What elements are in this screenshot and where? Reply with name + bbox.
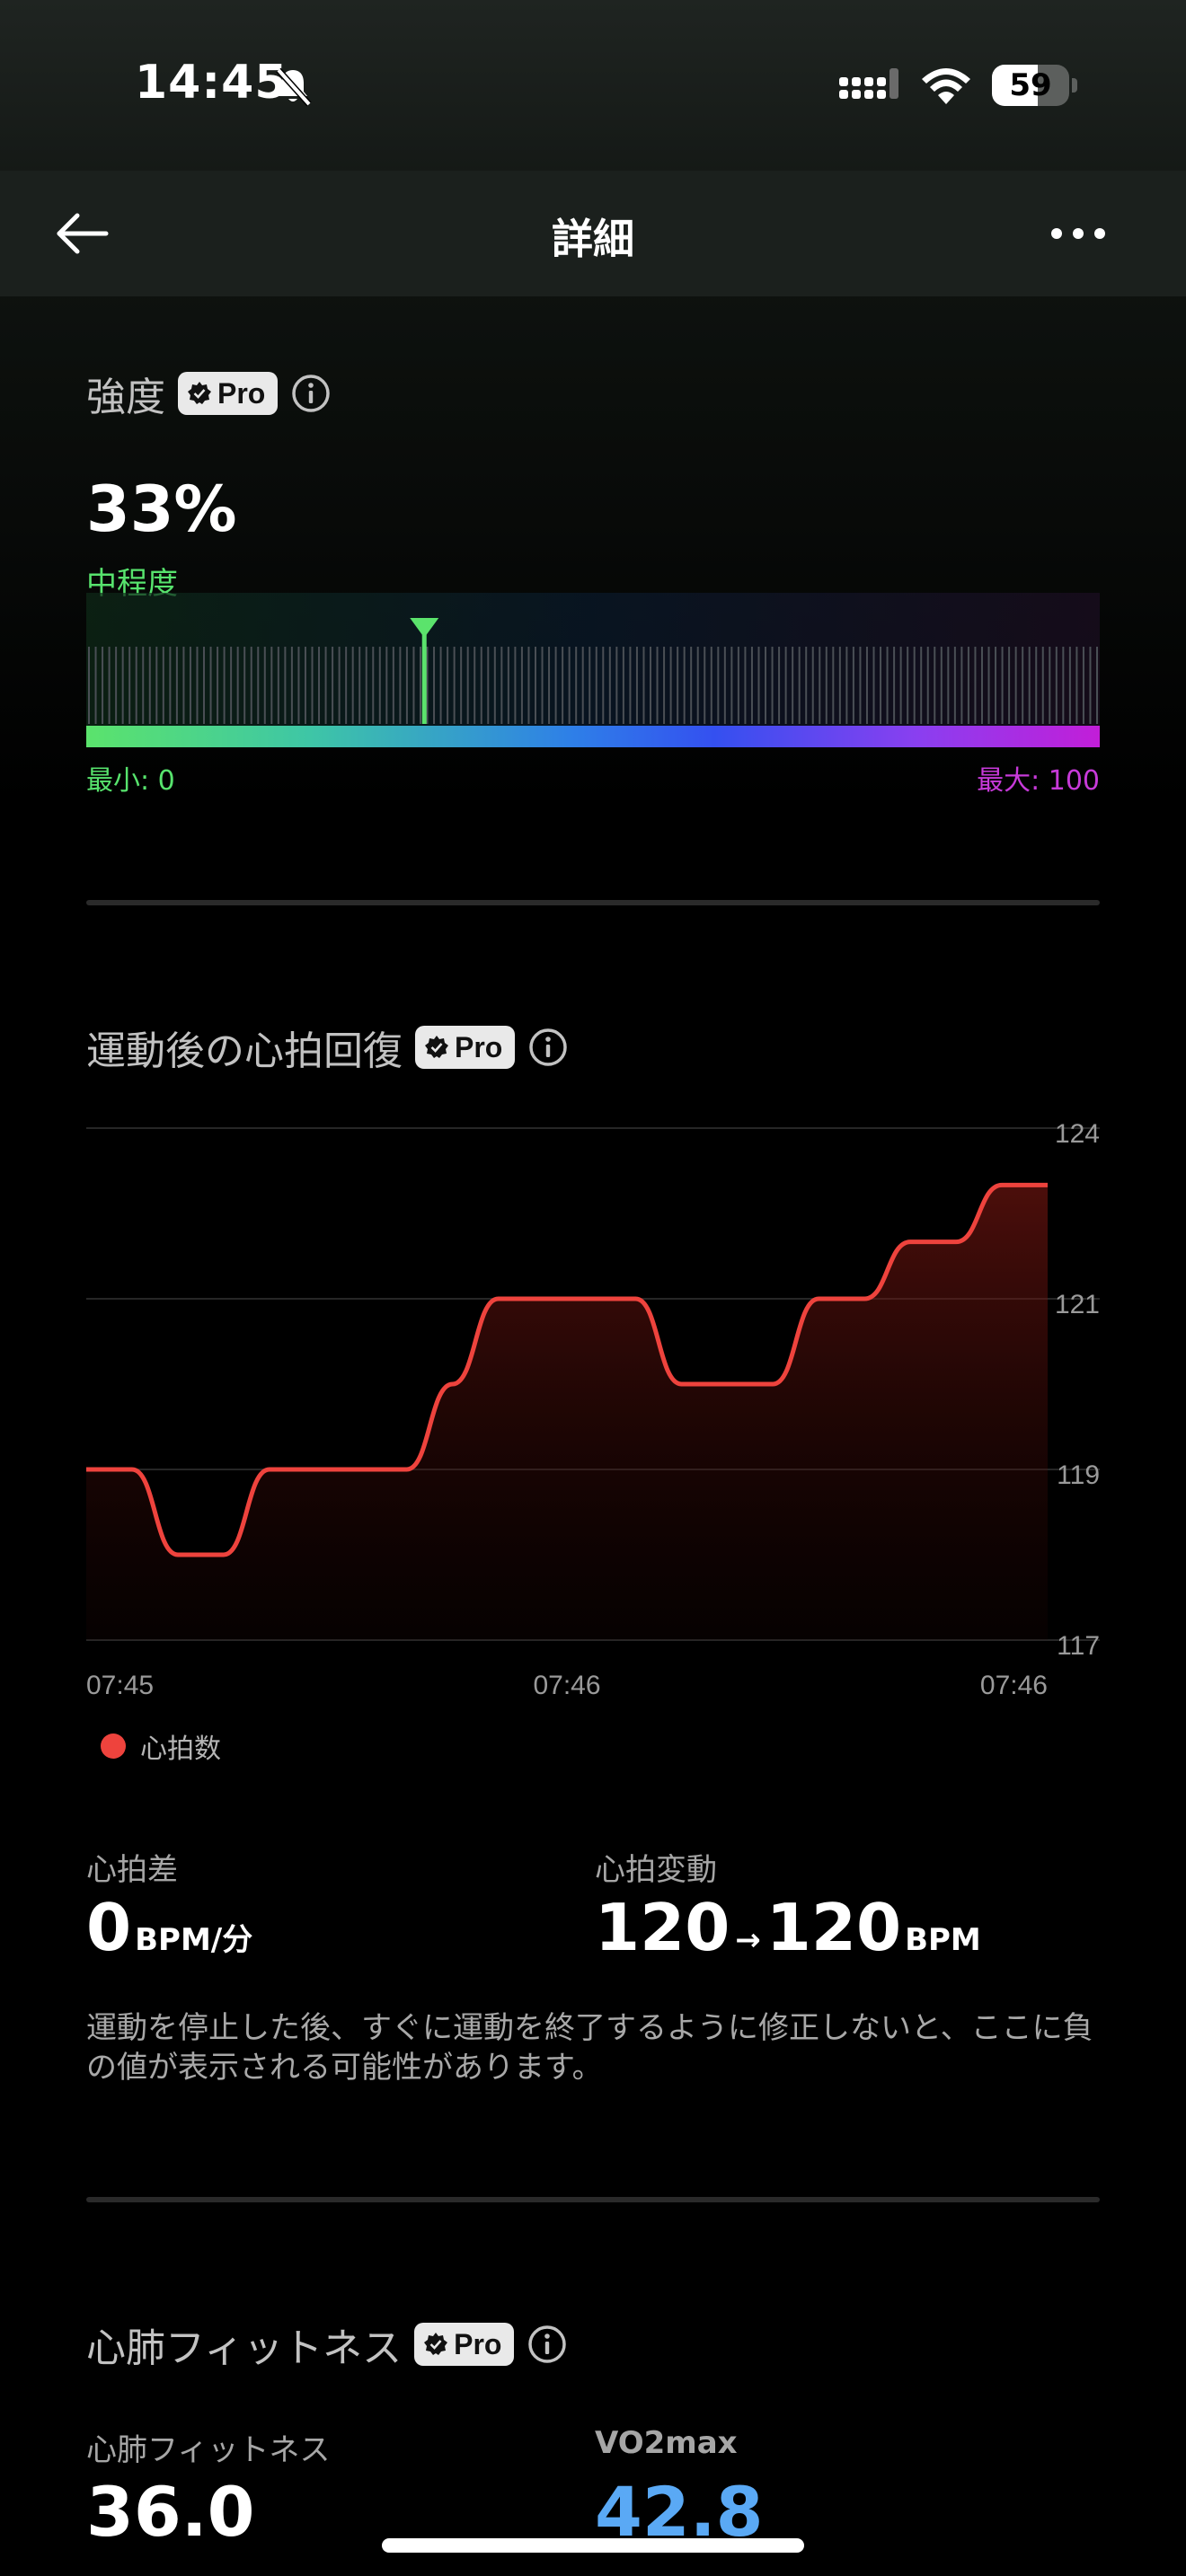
y-tick-label: 124 xyxy=(1055,1119,1100,1149)
section-divider xyxy=(86,900,1100,905)
battery-percentage: 59 xyxy=(1009,67,1052,103)
status-bar: 14:45 59 xyxy=(0,0,1186,171)
intensity-value: 33% xyxy=(86,472,237,546)
intensity-marker-triangle xyxy=(410,618,439,638)
cardio-fitness-value: 36.0 xyxy=(86,2472,255,2552)
verified-badge-icon xyxy=(188,382,211,404)
bell-muted-icon xyxy=(276,67,312,107)
cardio-fitness-label: 心肺フィットネス xyxy=(86,2432,331,2468)
chart-legend: 心拍数 xyxy=(101,1726,221,1766)
pro-badge-label: Pro xyxy=(455,1030,503,1063)
heart-rate-chart: 124 121 119 117 07:45 07:46 07:46 xyxy=(86,1119,1100,1700)
verified-badge-icon xyxy=(425,1036,448,1058)
intensity-title: 強度 xyxy=(86,375,165,420)
intensity-max-label: 最大: 100 xyxy=(977,765,1100,797)
recovery-note: 運動を停止した後、すぐに運動を終了するように修正しないと、ここに負の値が表示され… xyxy=(86,2010,1093,2086)
page-title: 詳細 xyxy=(552,215,634,263)
legend-label: 心拍数 xyxy=(140,1734,221,1765)
hr-change-to: 120 xyxy=(766,1890,902,1965)
intensity-marker xyxy=(410,618,439,724)
recovery-title: 運動後の心拍回復 xyxy=(86,1028,403,1074)
x-tick-label: 07:46 xyxy=(980,1671,1048,1700)
hr-diff-value: 0 BPM/分 xyxy=(86,1890,252,1965)
vo2max-label: VO2max xyxy=(595,2425,738,2461)
y-tick-label: 119 xyxy=(1057,1460,1100,1490)
home-indicator[interactable] xyxy=(382,2538,804,2553)
intensity-scale xyxy=(86,593,1100,728)
back-arrow-icon[interactable] xyxy=(50,205,113,262)
intensity-gradient-bar xyxy=(86,726,1100,747)
pro-badge: Pro xyxy=(178,372,279,415)
heart-rate-area xyxy=(86,1185,1048,1640)
x-tick-label: 07:46 xyxy=(533,1671,600,1700)
info-icon[interactable] xyxy=(527,2324,568,2365)
battery-level-fill xyxy=(992,65,1038,106)
hr-diff-unit: BPM/分 xyxy=(135,1922,253,1958)
hr-change-value: 120 → 120 BPM xyxy=(595,1890,981,1965)
wifi-icon xyxy=(922,68,970,104)
info-icon[interactable] xyxy=(290,373,332,414)
y-tick-label: 117 xyxy=(1057,1631,1100,1661)
legend-dot xyxy=(101,1734,126,1759)
section-divider xyxy=(86,2197,1100,2202)
info-icon[interactable] xyxy=(527,1027,569,1068)
hr-diff-number: 0 xyxy=(86,1890,132,1965)
hr-change-arrow: → xyxy=(735,1922,761,1958)
battery-indicator: 59 xyxy=(992,65,1078,106)
pro-badge-label: Pro xyxy=(454,2327,502,2360)
cellular-signal-icon xyxy=(839,68,898,99)
status-time: 14:45 xyxy=(135,56,288,110)
recovery-section-title: 運動後の心拍回復 Pro xyxy=(86,1019,569,1076)
hr-change-from: 120 xyxy=(595,1890,730,1965)
hr-change-label: 心拍変動 xyxy=(595,1852,717,1888)
y-tick-label: 121 xyxy=(1055,1290,1100,1319)
hr-change-unit: BPM xyxy=(905,1922,981,1958)
more-options-icon[interactable] xyxy=(1042,207,1114,260)
x-tick-label: 07:45 xyxy=(86,1671,154,1700)
heart-rate-line xyxy=(86,1182,1048,1557)
intensity-section-title: 強度 Pro xyxy=(86,365,332,422)
pro-badge: Pro xyxy=(414,2323,515,2366)
verified-badge-icon xyxy=(424,2333,448,2355)
cardio-section-title: 心肺フィットネス Pro xyxy=(86,2316,568,2373)
hr-diff-label: 心拍差 xyxy=(86,1852,178,1888)
intensity-min-label: 最小: 0 xyxy=(86,765,175,797)
cardio-title: 心肺フィットネス xyxy=(86,2325,403,2371)
navigation-header: 詳細 xyxy=(0,171,1186,296)
pro-badge-label: Pro xyxy=(217,376,266,410)
pro-badge: Pro xyxy=(415,1026,516,1069)
